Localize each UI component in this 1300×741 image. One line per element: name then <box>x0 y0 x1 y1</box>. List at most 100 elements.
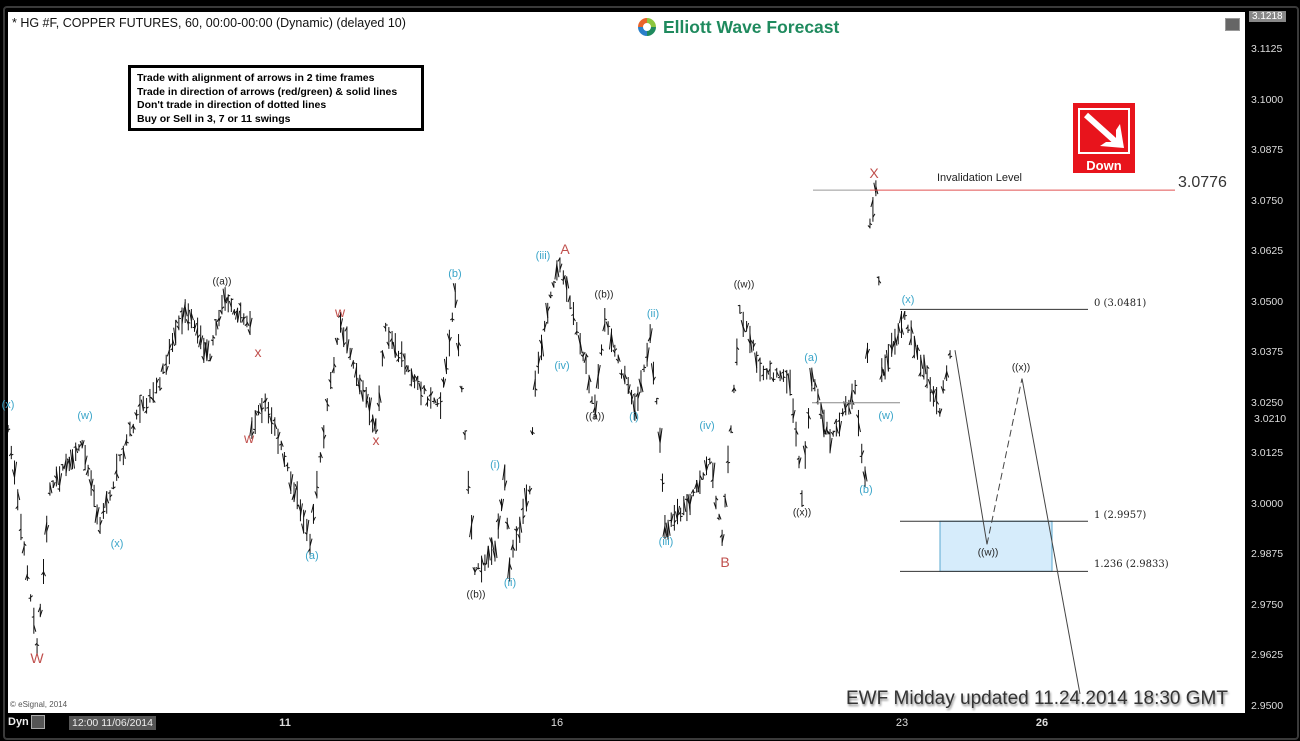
bar-open-tick <box>399 352 402 355</box>
bar-open-tick <box>321 426 325 433</box>
bar-open-tick <box>160 364 164 373</box>
bar-open-tick <box>231 309 235 315</box>
bar-close-tick <box>468 485 471 489</box>
bar-close-tick <box>894 336 898 346</box>
bar-open-tick <box>944 371 948 380</box>
bar-close-tick <box>136 413 139 416</box>
bar-open-tick <box>114 469 118 475</box>
bar-open-tick <box>107 492 111 494</box>
bar-open-tick <box>747 338 751 344</box>
time-axis[interactable]: 11 16 23 26 <box>8 713 1245 733</box>
y-tick-label: 3.0125 <box>1251 447 1284 460</box>
bar-open-tick <box>927 379 931 386</box>
restore-window-icon[interactable] <box>1225 18 1240 31</box>
bar-close-tick <box>917 346 920 352</box>
bar-close-tick <box>617 355 621 362</box>
bar-close-tick <box>848 407 852 415</box>
bar-open-tick <box>770 377 774 382</box>
x-tick-label: 26 <box>1035 717 1049 729</box>
bar-open-tick <box>389 338 393 342</box>
bar-close-tick <box>221 306 225 310</box>
bar-open-tick <box>504 521 508 525</box>
bar-close-tick <box>804 444 808 449</box>
wave-label: w <box>334 304 346 320</box>
bar-close-tick <box>448 336 452 342</box>
bar-open-tick <box>571 313 574 317</box>
wave-label: ((a)) <box>585 411 605 423</box>
bar-open-tick <box>8 452 12 457</box>
price-axis[interactable]: 3.1125 3.1000 3.0875 3.0750 3.0625 3.0500 3.03… <box>1245 12 1293 713</box>
bar-close-tick <box>637 391 641 399</box>
bar-close-tick <box>404 365 408 370</box>
x-tick-label: 11 <box>279 717 291 729</box>
bar-close-tick <box>178 317 181 320</box>
bar-open-tick <box>619 372 622 376</box>
bar-close-tick <box>683 500 687 512</box>
bar-close-tick <box>168 343 172 350</box>
bar-close-tick <box>71 452 75 469</box>
bar-close-tick <box>547 306 551 312</box>
bar-close-tick <box>87 467 91 470</box>
bar-open-tick <box>94 508 98 523</box>
y-tick-label: 3.1125 <box>1251 42 1283 55</box>
bar-open-tick <box>824 425 828 435</box>
wave-label: ((w)) <box>977 547 999 559</box>
bar-open-tick <box>713 502 717 509</box>
bar-open-tick <box>586 378 590 391</box>
bar-open-tick <box>222 288 226 305</box>
bar-close-tick <box>776 371 780 377</box>
bar-open-tick <box>272 419 276 422</box>
bar-close-tick <box>194 322 197 330</box>
bar-close-tick <box>712 462 716 482</box>
bar-open-tick <box>279 443 282 446</box>
bar-close-tick <box>372 415 376 427</box>
bar-close-tick <box>264 397 268 403</box>
bar-close-tick <box>188 321 191 324</box>
bar-close-tick <box>440 400 443 403</box>
bar-close-tick <box>795 430 799 435</box>
bar-open-tick <box>574 331 578 335</box>
bar-close-tick <box>309 538 313 547</box>
bar-close-tick <box>721 534 725 543</box>
bar-close-tick <box>452 318 455 321</box>
bar-close-tick <box>673 519 677 524</box>
bar-close-tick <box>109 494 113 498</box>
bar-close-tick <box>349 347 353 358</box>
bar-close-tick <box>920 357 924 369</box>
bar-open-tick <box>678 511 682 515</box>
bar-close-tick <box>299 503 303 517</box>
bar-open-tick <box>357 377 361 393</box>
bar-open-tick <box>924 383 928 388</box>
bar-open-tick <box>51 480 54 482</box>
bar-open-tick <box>201 355 205 361</box>
bar-close-tick <box>569 307 573 310</box>
bar-open-tick <box>294 483 298 491</box>
bar-close-tick <box>779 371 783 380</box>
bar-open-tick <box>101 510 104 514</box>
bar-open-tick <box>37 606 41 613</box>
bar-open-tick <box>443 358 447 373</box>
bar-open-tick <box>911 354 915 359</box>
lock-icon[interactable] <box>31 715 45 729</box>
bar-open-tick <box>879 374 883 380</box>
bar-open-tick <box>428 393 432 397</box>
bar-open-tick <box>47 492 51 495</box>
bar-open-tick <box>750 340 754 345</box>
bar-open-tick <box>767 368 771 373</box>
bar-open-tick <box>88 479 92 487</box>
bar-close-tick <box>610 333 614 348</box>
bar-open-tick <box>690 489 694 494</box>
bar-close-tick <box>634 410 638 420</box>
bar-close-tick <box>766 368 770 375</box>
bar-close-tick <box>17 491 21 501</box>
dynamic-mode[interactable]: Dyn <box>8 716 29 728</box>
bar-open-tick <box>392 341 396 358</box>
bar-open-tick <box>69 449 73 468</box>
bar-open-tick <box>195 328 199 336</box>
bar-close-tick <box>715 497 719 501</box>
bar-close-tick <box>59 473 63 486</box>
x-tick-label: 23 <box>895 717 909 729</box>
bar-close-tick <box>736 346 740 350</box>
bar-close-tick <box>8 428 11 431</box>
bar-open-tick <box>873 182 877 194</box>
